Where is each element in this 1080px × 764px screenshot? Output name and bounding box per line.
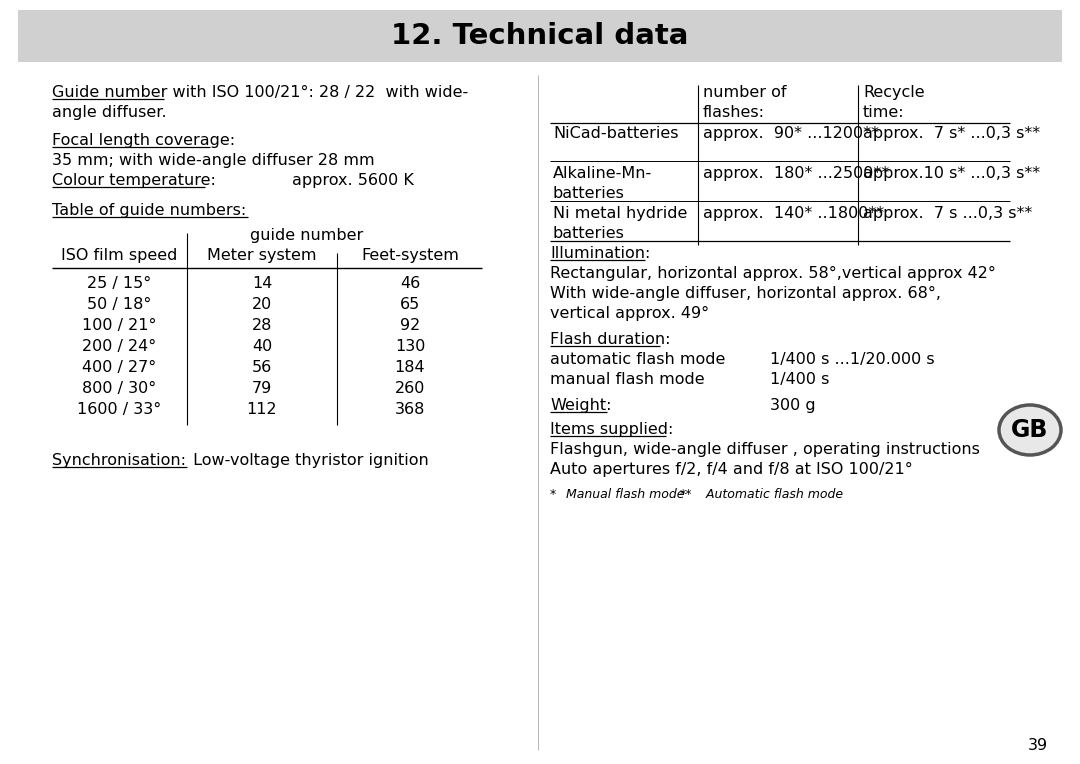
Text: 400 / 27°: 400 / 27° (82, 360, 157, 375)
Text: 200 / 24°: 200 / 24° (82, 339, 157, 354)
Text: manual flash mode: manual flash mode (550, 372, 704, 387)
Text: Synchronisation:: Synchronisation: (52, 453, 186, 468)
Text: **: ** (680, 488, 692, 501)
Text: 300 g: 300 g (770, 398, 815, 413)
Text: approx.  180* ...2500**: approx. 180* ...2500** (703, 166, 889, 181)
Text: Items supplied:: Items supplied: (550, 422, 673, 437)
Text: Ni metal hydride
batteries: Ni metal hydride batteries (553, 206, 687, 241)
Text: 39: 39 (1028, 738, 1048, 753)
Text: Colour temperature:: Colour temperature: (52, 173, 216, 188)
Text: 1/400 s: 1/400 s (770, 372, 829, 387)
Text: 368: 368 (395, 402, 426, 417)
Text: vertical approx. 49°: vertical approx. 49° (550, 306, 710, 321)
Text: 14: 14 (252, 276, 272, 291)
Bar (18, 10, 1062, 62)
Text: 35 mm; with wide-angle diffuser 28 mm: 35 mm; with wide-angle diffuser 28 mm (52, 153, 375, 168)
Ellipse shape (999, 405, 1061, 455)
Text: 1/400 s ...1/20.000 s: 1/400 s ...1/20.000 s (770, 352, 934, 367)
Text: automatic flash mode: automatic flash mode (550, 352, 726, 367)
Text: approx.  7 s ...0,3 s**: approx. 7 s ...0,3 s** (863, 206, 1032, 221)
Text: approx. 5600 K: approx. 5600 K (292, 173, 414, 188)
Text: 56: 56 (252, 360, 272, 375)
Text: 28: 28 (252, 318, 272, 333)
Text: GB: GB (1011, 418, 1049, 442)
Text: Weight:: Weight: (550, 398, 611, 413)
Text: 184: 184 (394, 360, 426, 375)
Text: 20: 20 (252, 297, 272, 312)
Text: *: * (550, 488, 556, 501)
Text: 800 / 30°: 800 / 30° (82, 381, 157, 396)
Text: approx.  90* ...1200**: approx. 90* ...1200** (703, 126, 879, 141)
Text: Manual flash mode: Manual flash mode (558, 488, 685, 501)
Text: Flash duration:: Flash duration: (550, 332, 671, 347)
Text: Recycle
time:: Recycle time: (863, 85, 924, 120)
Text: Alkaline-Mn-
batteries: Alkaline-Mn- batteries (553, 166, 652, 201)
Text: 92: 92 (400, 318, 420, 333)
Text: 1600 / 33°: 1600 / 33° (77, 402, 161, 417)
Text: Rectangular, horizontal approx. 58°,vertical approx 42°: Rectangular, horizontal approx. 58°,vert… (550, 266, 996, 281)
Text: 50 / 18°: 50 / 18° (86, 297, 151, 312)
Text: NiCad-batteries: NiCad-batteries (553, 126, 678, 141)
Text: Automatic flash mode: Automatic flash mode (698, 488, 843, 501)
Text: 112: 112 (246, 402, 278, 417)
Text: approx.  7 s* ...0,3 s**: approx. 7 s* ...0,3 s** (863, 126, 1040, 141)
Text: With wide-angle diffuser, horizontal approx. 68°,: With wide-angle diffuser, horizontal app… (550, 286, 941, 301)
Text: 40: 40 (252, 339, 272, 354)
Text: 65: 65 (400, 297, 420, 312)
Text: ISO film speed: ISO film speed (60, 248, 177, 263)
Text: Flashgun, wide-angle diffuser , operating instructions: Flashgun, wide-angle diffuser , operatin… (550, 442, 980, 457)
Text: approx.10 s* ...0,3 s**: approx.10 s* ...0,3 s** (863, 166, 1040, 181)
Text: angle diffuser.: angle diffuser. (52, 105, 166, 120)
Text: 100 / 21°: 100 / 21° (82, 318, 157, 333)
Text: Low-voltage thyristor ignition: Low-voltage thyristor ignition (188, 453, 429, 468)
Text: Guide number with ISO 100/21°: 28 / 22  with wide-: Guide number with ISO 100/21°: 28 / 22 w… (52, 85, 469, 100)
Text: 260: 260 (395, 381, 426, 396)
Text: Illumination:: Illumination: (550, 246, 650, 261)
Text: 25 / 15°: 25 / 15° (86, 276, 151, 291)
Text: 46: 46 (400, 276, 420, 291)
Text: 130: 130 (395, 339, 426, 354)
Text: Feet-system: Feet-system (361, 248, 459, 263)
Text: number of
flashes:: number of flashes: (703, 85, 786, 120)
Text: Table of guide numbers:: Table of guide numbers: (52, 203, 246, 218)
Text: Meter system: Meter system (207, 248, 316, 263)
Text: approx.  140* ..1800**: approx. 140* ..1800** (703, 206, 885, 221)
Text: guide number: guide number (251, 228, 364, 243)
Text: 12. Technical data: 12. Technical data (391, 22, 689, 50)
Text: 79: 79 (252, 381, 272, 396)
Text: Auto apertures f/2, f/4 and f/8 at ISO 100/21°: Auto apertures f/2, f/4 and f/8 at ISO 1… (550, 462, 913, 477)
Text: Focal length coverage:: Focal length coverage: (52, 133, 235, 148)
